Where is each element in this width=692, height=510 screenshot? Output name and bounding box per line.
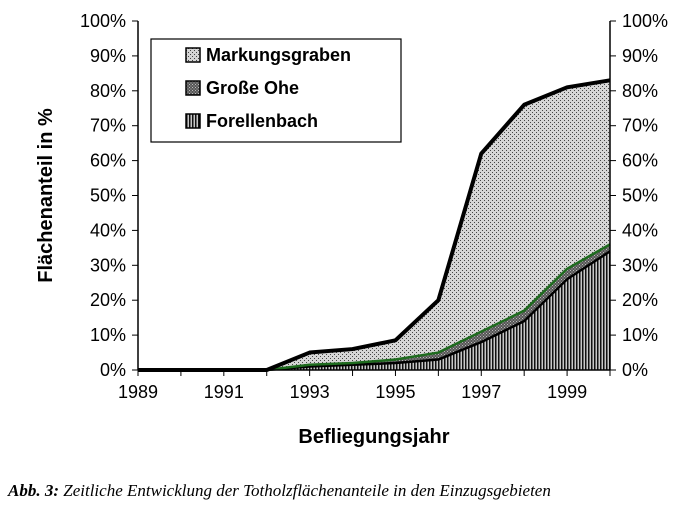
axes (132, 20, 616, 376)
area-layers (138, 80, 610, 370)
x-tick-label: 1995 (375, 382, 415, 402)
legend-swatch-markungsgraben (185, 47, 201, 63)
caption-label: Abb. 3: (8, 481, 60, 500)
y-tick-label: 60% (90, 151, 126, 171)
y-tick-label: 100% (80, 11, 126, 31)
y-tick-label: 90% (90, 46, 126, 66)
x-axis-title: Befliegungsjahr (298, 426, 449, 448)
legend-swatch-grosse-ohe (185, 80, 201, 96)
caption-text: Zeitliche Entwicklung der Totholzflächen… (63, 481, 551, 500)
legend-label-grosse-ohe: Große Ohe (206, 78, 299, 98)
x-tick-label: 1993 (290, 382, 330, 402)
x-tick-label: 1991 (204, 382, 244, 402)
y-tick-label: 20% (90, 290, 126, 310)
legend-label-forellenbach: Forellenbach (206, 111, 318, 131)
y-tick-label: 40% (90, 220, 126, 240)
tick-labels: 0% 0% 10% 10% 20% 20% 30% 30% 40% 40% 50% 50% 60% 60%… (80, 11, 668, 402)
area-forellenbach (138, 251, 610, 370)
x-tick-label: 1999 (547, 382, 587, 402)
y-tick-label-right: 40% (622, 220, 658, 240)
y-tick-label-right: 80% (622, 81, 658, 101)
y-tick-label: 70% (90, 116, 126, 136)
y-tick-label: 10% (90, 325, 126, 345)
x-tick-label: 1989 (118, 382, 158, 402)
legend: Markungsgraben Große Ohe Forellenbach (150, 38, 402, 143)
y-tick-label-right: 10% (622, 325, 658, 345)
y-tick-label: 80% (90, 81, 126, 101)
figure-caption: Abb. 3: Zeitliche Entwicklung der Tothol… (8, 478, 688, 504)
area-markungsgraben (138, 80, 610, 370)
y-tick-label-right: 90% (622, 46, 658, 66)
y-tick-label: 30% (90, 255, 126, 275)
y-tick-label-right: 60% (622, 151, 658, 171)
y-tick-label-right: 30% (622, 255, 658, 275)
y-tick-label-right: 20% (622, 290, 658, 310)
legend-label-markungsgraben: Markungsgraben (206, 45, 351, 65)
y-tick-label: 50% (90, 186, 126, 206)
legend-swatch-forellenbach (185, 113, 201, 129)
y-tick-label-right: 50% (622, 186, 658, 206)
y-axis-title: Flächenanteil in % (35, 108, 57, 283)
x-tick-label: 1997 (461, 382, 501, 402)
y-tick-label-right: 0% (622, 360, 648, 380)
y-tick-label-right: 70% (622, 116, 658, 136)
y-tick-label: 0% (100, 360, 126, 380)
y-tick-label-right: 100% (622, 11, 668, 31)
